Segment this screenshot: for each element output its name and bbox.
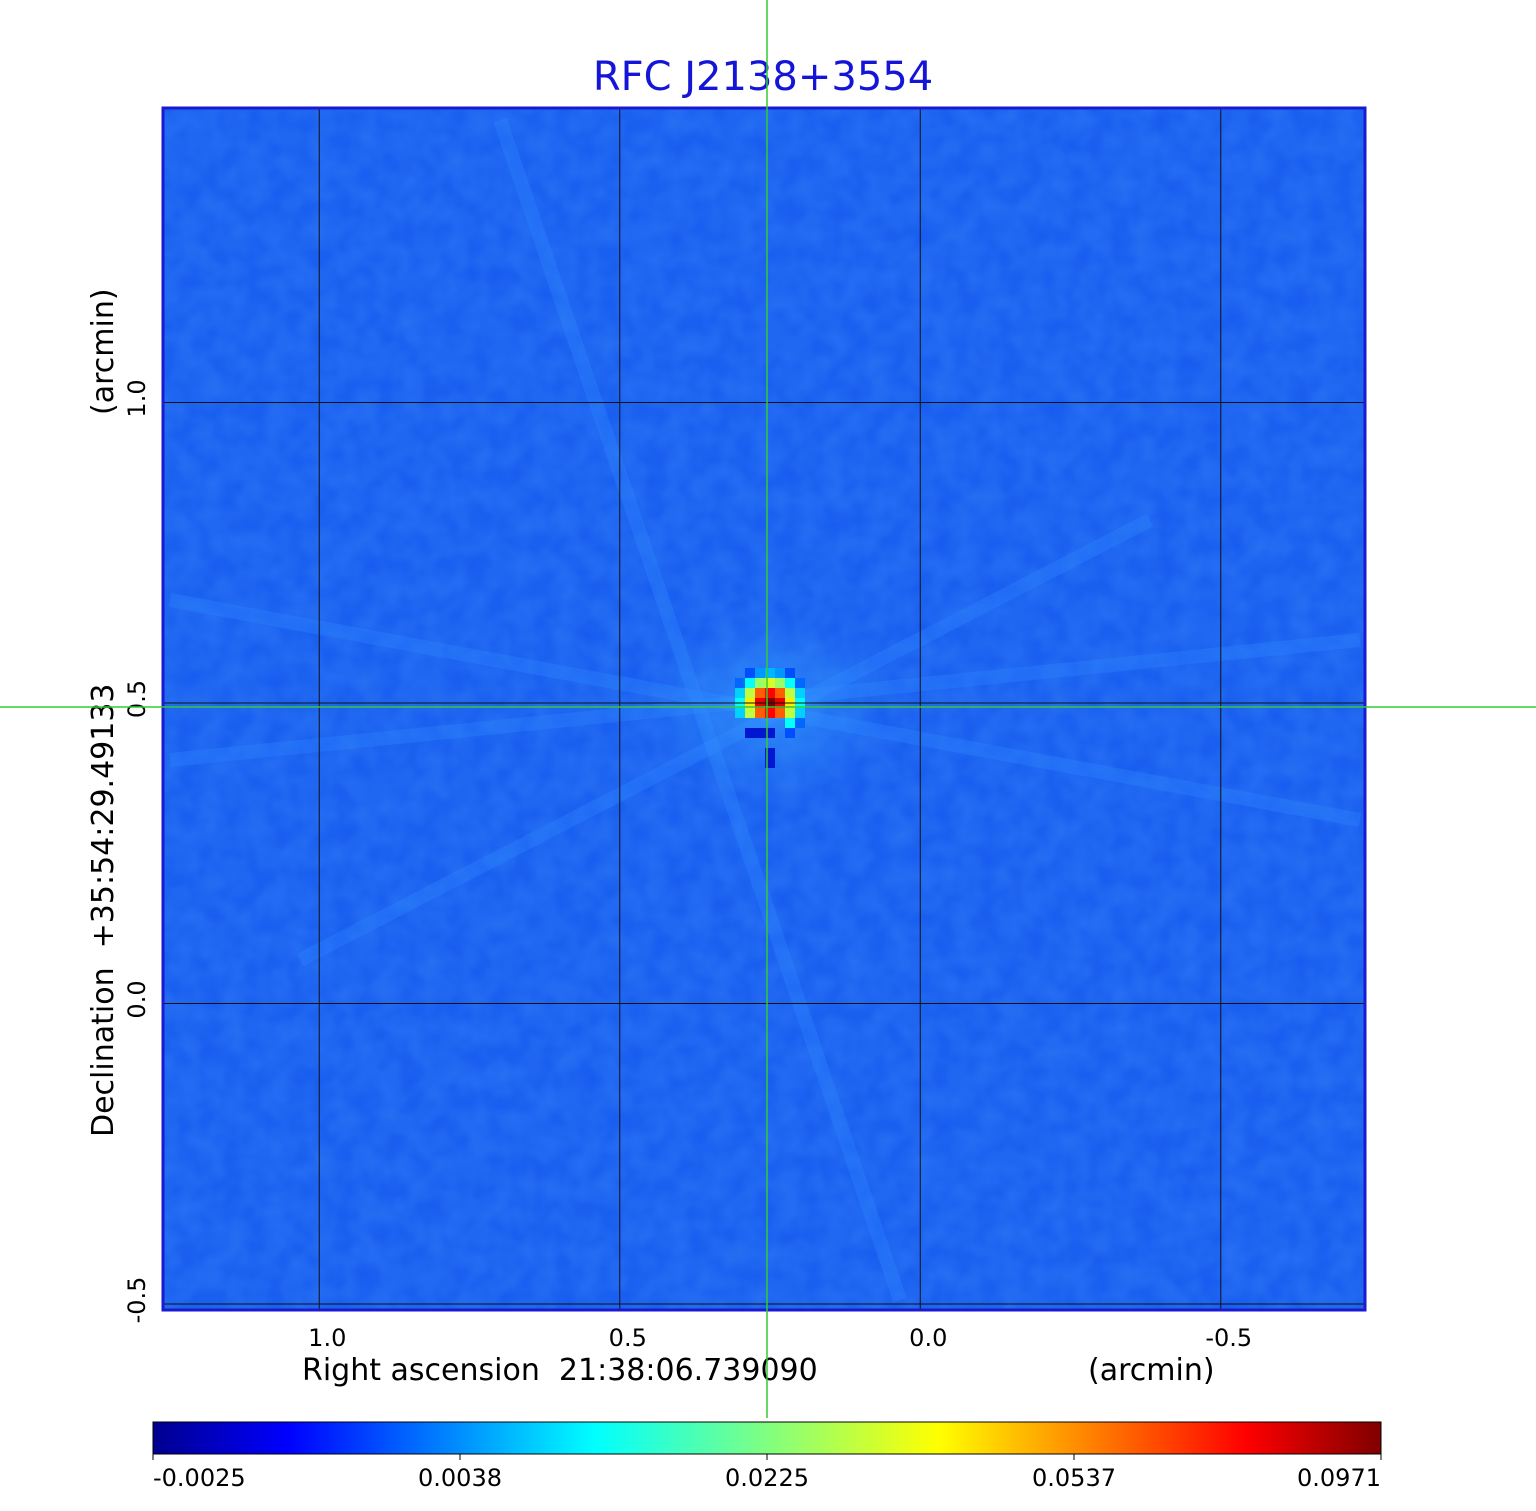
source-pixel [745, 687, 756, 698]
source-pixel [755, 677, 766, 688]
y-axis-label: Declination +35:54:29.49133 [86, 683, 121, 1137]
plot-frame [161, 106, 1367, 1312]
crosshair [0, 0, 1536, 1418]
source-pixel [765, 677, 776, 688]
source-pixel [785, 677, 796, 688]
source-pixel [755, 667, 766, 678]
source-pixel [775, 677, 786, 688]
negative-lobe-pixel [755, 727, 766, 738]
colorbar-tick-label: 0.0038 [418, 1464, 502, 1492]
source-pixel [785, 707, 796, 718]
colorbar [152, 1421, 1382, 1455]
source-pixel [775, 687, 786, 698]
y-tick-label: 1.0 [123, 379, 151, 417]
negative-lobe-pixel [765, 727, 776, 738]
colorbar-tick-label: 0.0971 [1297, 1464, 1381, 1492]
colorbar-tick-label: 0.0225 [725, 1464, 809, 1492]
source-pixel [775, 667, 786, 678]
source-pixel [775, 707, 786, 718]
y-axis-unit: (arcmin) [86, 288, 121, 415]
source-pixel [735, 707, 746, 718]
colorbar-tick-label: 0.0537 [1032, 1464, 1116, 1492]
source-pixel [785, 687, 796, 698]
y-tick-label: 0.5 [123, 680, 151, 718]
source-pixel [735, 677, 746, 688]
source-pixel [745, 667, 756, 678]
source-pixel [785, 717, 796, 728]
x-tick-label: 0.5 [609, 1324, 647, 1352]
colorbar-tick-label: -0.0025 [153, 1464, 246, 1492]
chart-title: RFC J2138+3554 [593, 54, 933, 100]
x-tick-label: 0.0 [909, 1324, 947, 1352]
source-pixel [795, 677, 806, 688]
x-tick-label: 1.0 [308, 1324, 346, 1352]
negative-lobe-pixel [765, 747, 776, 758]
grid-lines [163, 108, 1365, 1310]
source-pixel [795, 707, 806, 718]
source-pixel [765, 687, 776, 698]
x-tick-labels: 1.0 0.5 0.0 -0.5 [308, 1324, 1252, 1352]
x-axis-unit: (arcmin) [1088, 1353, 1215, 1388]
y-tick-label: -0.5 [123, 1277, 151, 1324]
source-pixel [745, 707, 756, 718]
source-pixel [765, 667, 776, 678]
negative-lobe-pixel [745, 727, 756, 738]
y-tick-labels: 1.0 0.5 0.0 -0.5 [123, 379, 151, 1323]
y-tick-label: 0.0 [123, 980, 151, 1018]
source-pixel [795, 687, 806, 698]
source-pixel [745, 677, 756, 688]
negative-lobe-pixel [765, 757, 776, 768]
source-pixel [795, 717, 806, 728]
x-axis-label: Right ascension 21:38:06.739090 [302, 1353, 818, 1388]
source-pixel [785, 667, 796, 678]
source-pixel [755, 687, 766, 698]
colorbar-ticks: -0.0025 0.0038 0.0225 0.0537 0.0971 [152, 1454, 1382, 1492]
source-pixel [785, 727, 796, 738]
source-pixel [765, 707, 776, 718]
source-pixel [755, 707, 766, 718]
source-pixel [735, 687, 746, 698]
x-tick-label: -0.5 [1205, 1324, 1252, 1352]
